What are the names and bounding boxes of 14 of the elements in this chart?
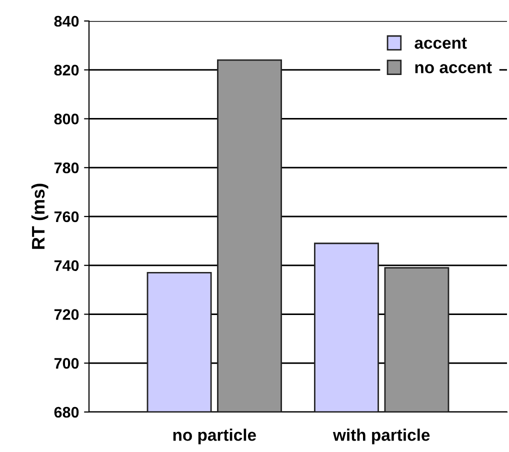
y-axis-title: RT (ms) <box>31 184 48 249</box>
legend-label: accent <box>414 38 467 49</box>
y-tick-label: 800 <box>54 114 79 124</box>
y-tick-label: 740 <box>54 260 79 272</box>
x-tick-label: no particle <box>173 428 256 444</box>
y-tick-label: 820 <box>54 64 79 76</box>
x-tick-label: with particle <box>332 428 430 444</box>
y-tick-label: 780 <box>54 162 79 174</box>
y-tick-label: 840 <box>54 16 79 27</box>
legend-label: no accent <box>415 62 492 74</box>
y-tick-label: 680 <box>54 406 79 418</box>
y-tick-label: 760 <box>54 211 79 222</box>
y-tick-label: 700 <box>54 358 79 369</box>
y-tick-label: 720 <box>54 309 79 320</box>
